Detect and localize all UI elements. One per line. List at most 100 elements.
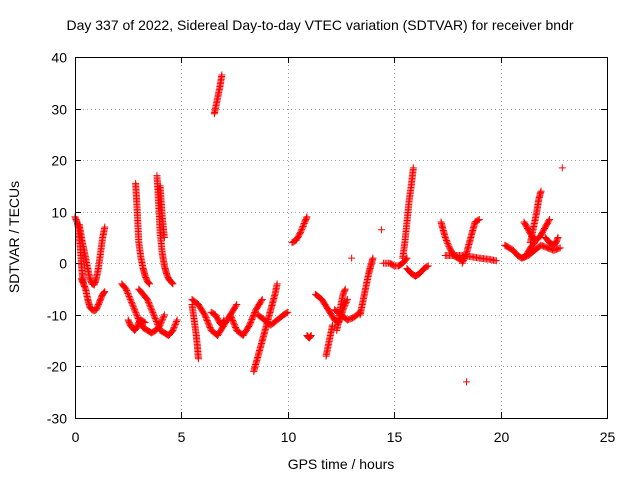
y-tick-label: 40 bbox=[51, 50, 67, 66]
data-point bbox=[152, 317, 160, 325]
data-point bbox=[159, 314, 167, 322]
data-point bbox=[140, 318, 148, 326]
data-point bbox=[157, 318, 165, 326]
data-point bbox=[143, 295, 151, 303]
data-point bbox=[306, 333, 314, 341]
data-point bbox=[475, 215, 483, 223]
data-point bbox=[146, 301, 154, 309]
data-point bbox=[556, 244, 564, 252]
data-point bbox=[171, 320, 179, 328]
y-tick-label: -10 bbox=[47, 308, 67, 324]
data-point bbox=[160, 234, 168, 241]
data-point bbox=[459, 258, 467, 266]
data-point bbox=[284, 308, 292, 316]
data-point bbox=[145, 298, 153, 306]
data-point bbox=[169, 325, 177, 333]
data-point bbox=[423, 263, 431, 271]
data-point bbox=[159, 315, 167, 323]
data-point bbox=[343, 295, 351, 303]
data-point bbox=[148, 307, 156, 315]
data-point bbox=[148, 306, 156, 314]
data-point bbox=[151, 313, 159, 321]
data-point bbox=[460, 255, 468, 263]
data-point bbox=[257, 297, 265, 305]
data-point bbox=[123, 287, 131, 295]
data-point bbox=[126, 294, 134, 302]
data-point bbox=[306, 332, 314, 340]
data-point bbox=[173, 317, 181, 325]
data-point bbox=[168, 279, 176, 287]
data-point bbox=[443, 238, 451, 246]
data-point bbox=[341, 285, 349, 293]
data-point bbox=[123, 288, 131, 296]
data-point bbox=[154, 320, 162, 328]
x-axis-title: GPS time / hours bbox=[287, 456, 395, 472]
data-point bbox=[158, 317, 166, 325]
data-point bbox=[131, 306, 139, 314]
data-point bbox=[341, 286, 349, 294]
data-point bbox=[537, 187, 545, 195]
data-point bbox=[273, 280, 281, 288]
data-point bbox=[297, 228, 305, 236]
data-point bbox=[154, 322, 162, 330]
data-point bbox=[558, 164, 566, 172]
data-point bbox=[99, 289, 107, 297]
data-point bbox=[153, 319, 161, 327]
data-point bbox=[126, 295, 134, 303]
data-point bbox=[424, 262, 432, 270]
data-point bbox=[122, 285, 130, 293]
data-point bbox=[146, 303, 154, 311]
data-point bbox=[232, 302, 240, 310]
data-point bbox=[444, 239, 452, 247]
data-point bbox=[101, 223, 109, 231]
data-point bbox=[129, 301, 137, 309]
data-point bbox=[219, 317, 227, 325]
x-tick-label: 0 bbox=[72, 429, 80, 445]
x-tick-label: 10 bbox=[281, 429, 297, 445]
data-point bbox=[127, 297, 135, 305]
data-point bbox=[101, 288, 109, 296]
data-point bbox=[145, 300, 153, 308]
data-point bbox=[492, 257, 500, 265]
data-point bbox=[131, 307, 139, 315]
data-point bbox=[145, 280, 153, 288]
data-point bbox=[298, 224, 306, 232]
data-point bbox=[300, 221, 308, 229]
data-point bbox=[100, 289, 108, 297]
data-point bbox=[369, 254, 377, 262]
data-point bbox=[144, 278, 152, 286]
data-point bbox=[328, 321, 336, 329]
data-point bbox=[342, 300, 350, 308]
data-point bbox=[149, 310, 157, 318]
data-point bbox=[144, 297, 152, 305]
data-point bbox=[155, 323, 163, 331]
data-point bbox=[124, 289, 132, 297]
data-point bbox=[152, 316, 160, 324]
data-point bbox=[342, 298, 350, 306]
axis-ticks: 0 5 10 15 20 25 -30 -20 -10 0 10 20 30 40 bbox=[47, 50, 616, 446]
data-point bbox=[554, 234, 562, 241]
data-point bbox=[458, 259, 466, 267]
data-points bbox=[71, 71, 566, 386]
y-tick-label: -30 bbox=[47, 411, 67, 427]
data-point bbox=[546, 215, 554, 223]
data-point bbox=[341, 301, 349, 309]
data-point bbox=[172, 319, 180, 327]
data-point bbox=[409, 164, 417, 172]
data-point bbox=[460, 256, 468, 264]
data-point bbox=[545, 217, 553, 225]
data-point bbox=[134, 313, 142, 321]
y-tick-label: -20 bbox=[47, 359, 67, 375]
data-point bbox=[125, 292, 133, 300]
data-point bbox=[151, 315, 159, 323]
data-point bbox=[302, 214, 310, 222]
data-point bbox=[463, 378, 471, 386]
data-point bbox=[307, 331, 315, 339]
y-tick-label: 10 bbox=[51, 205, 67, 221]
x-tick-label: 25 bbox=[600, 429, 616, 445]
x-tick-label: 5 bbox=[178, 429, 186, 445]
data-point bbox=[170, 323, 178, 331]
data-point bbox=[441, 234, 449, 241]
data-point bbox=[461, 252, 469, 260]
